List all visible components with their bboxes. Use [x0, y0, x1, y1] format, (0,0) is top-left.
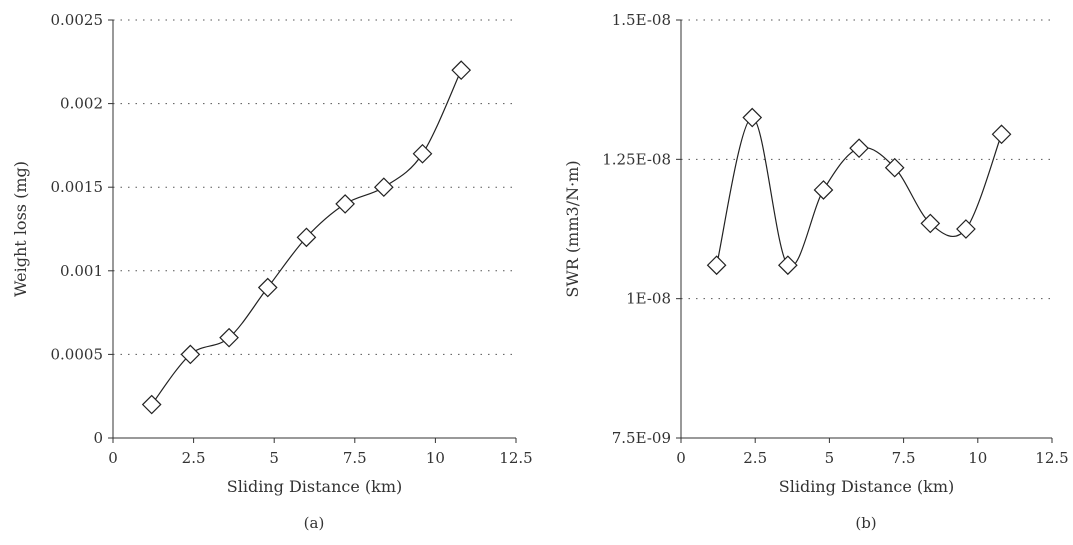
- y-axis-title: SWR (mm3/N·m): [563, 160, 582, 297]
- y-tick-label: 1E-08: [626, 290, 671, 308]
- y-tick-label: 1.25E-08: [602, 150, 671, 168]
- data-point-marker: [373, 177, 394, 198]
- x-tick-label: 7.5: [343, 449, 367, 467]
- chart-panel-b: 7.5E-09 1E-08 1.25E-08 1.5E-08 0 2.5 5 7.5 10 12.…: [563, 11, 1069, 532]
- x-tick-label: 5: [825, 449, 835, 467]
- data-point-marker: [742, 107, 763, 128]
- data-point-marker: [219, 327, 239, 348]
- data-point-marker: [849, 138, 869, 159]
- y-tick-label: 0.0015: [51, 178, 104, 196]
- panel-label: (b): [855, 514, 876, 532]
- x-tick-label: 10: [968, 449, 987, 467]
- x-tick-label: 2.5: [182, 449, 206, 467]
- y-tick-label: 0: [93, 429, 103, 447]
- data-point-marker: [296, 227, 317, 248]
- x-tick-label: 2.5: [743, 449, 767, 467]
- data-point-marker: [777, 255, 798, 276]
- data-point-marker: [141, 394, 162, 415]
- y-tick-label: 0.002: [60, 95, 103, 113]
- x-axis-title: Sliding Distance (km): [779, 477, 954, 496]
- data-point-marker: [884, 157, 905, 178]
- y-tick-label: 0.001: [60, 262, 103, 280]
- y-tick-label: 0.0025: [51, 11, 104, 29]
- data-point-marker: [706, 255, 727, 276]
- data-point-marker: [920, 213, 941, 234]
- y-tick-label: 7.5E-09: [612, 429, 671, 447]
- x-tick-label: 10: [426, 449, 445, 467]
- x-tick-label: 0: [676, 449, 686, 467]
- data-point-marker: [813, 180, 834, 200]
- data-point-marker: [257, 277, 278, 298]
- y-tick-label: 0.0005: [51, 345, 104, 363]
- y-axis-title: Weight loss (mg): [11, 161, 30, 297]
- x-tick-label: 0: [108, 449, 118, 467]
- x-tick-label: 5: [269, 449, 279, 467]
- x-tick-label: 12.5: [499, 449, 532, 467]
- data-point-marker: [956, 219, 976, 239]
- x-tick-label: 7.5: [892, 449, 916, 467]
- data-point-marker: [991, 124, 1012, 145]
- x-tick-label: 12.5: [1035, 449, 1068, 467]
- data-point-marker: [412, 143, 433, 164]
- x-axis-title: Sliding Distance (km): [227, 477, 402, 496]
- data-point-marker: [451, 60, 472, 81]
- panel-label: (a): [304, 514, 325, 532]
- y-tick-label: 1.5E-08: [612, 11, 671, 29]
- data-point-marker: [180, 344, 201, 365]
- chart-panel-a: 0 0.0005 0.001 0.0015 0.002 0.0025 0 2.5 5 7.5 10 1…: [11, 11, 533, 532]
- data-point-marker: [335, 194, 355, 214]
